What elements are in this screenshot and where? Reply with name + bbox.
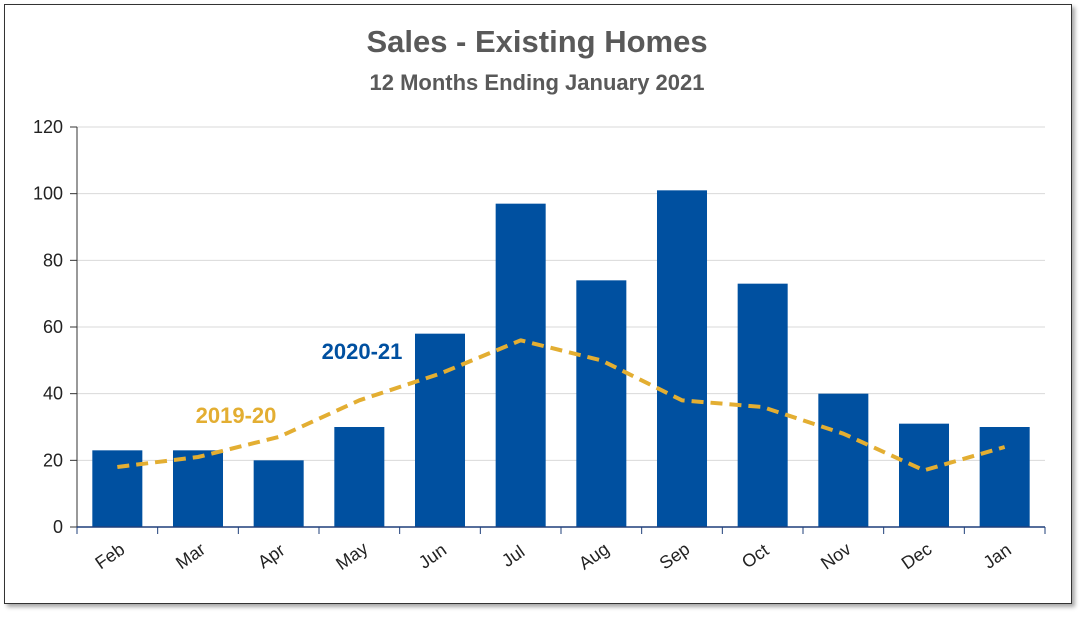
bar (737, 283, 788, 527)
x-tick-label: Jul (498, 541, 528, 571)
x-tick-label: May (332, 538, 371, 574)
bar (818, 393, 869, 527)
y-tick-label: 120 (33, 117, 63, 137)
line-series-path (117, 338, 1006, 473)
x-tick-label: Jan (980, 540, 1015, 573)
x-tick-label: Sep (656, 539, 694, 574)
chart-subtitle: 12 Months Ending January 2021 (369, 70, 705, 95)
gridlines (77, 126, 1045, 461)
bar (656, 190, 708, 528)
x-tick-label: Dec (898, 539, 936, 574)
bar (172, 450, 224, 527)
series-label-2020-21: 2020-21 (322, 339, 403, 364)
x-tick-label: Aug (575, 539, 613, 574)
bar (334, 427, 385, 527)
bar-series (92, 190, 1030, 528)
x-tick-label: Mar (172, 539, 209, 573)
bar (253, 460, 304, 527)
bar (898, 423, 950, 527)
x-tick-label: Oct (738, 540, 772, 572)
bar (92, 450, 143, 527)
y-tick-label: 0 (53, 517, 63, 537)
bar (576, 280, 627, 527)
line-series (117, 338, 1006, 473)
y-tick-label: 100 (33, 184, 63, 204)
series-label-2019-20: 2019-20 (196, 403, 277, 428)
bar (414, 333, 466, 527)
y-tick-label: 60 (43, 317, 63, 337)
bar (495, 203, 546, 527)
y-tick-label: 40 (43, 384, 63, 404)
x-tick-label: Jun (415, 540, 450, 573)
chart-title: Sales - Existing Homes (366, 24, 708, 59)
x-tick-label: Nov (817, 539, 855, 574)
y-tick-label: 20 (43, 450, 63, 470)
x-tick-label: Feb (91, 539, 128, 573)
y-tick-label: 80 (43, 250, 63, 270)
x-tick-label: Apr (254, 540, 288, 572)
bar (979, 427, 1030, 527)
